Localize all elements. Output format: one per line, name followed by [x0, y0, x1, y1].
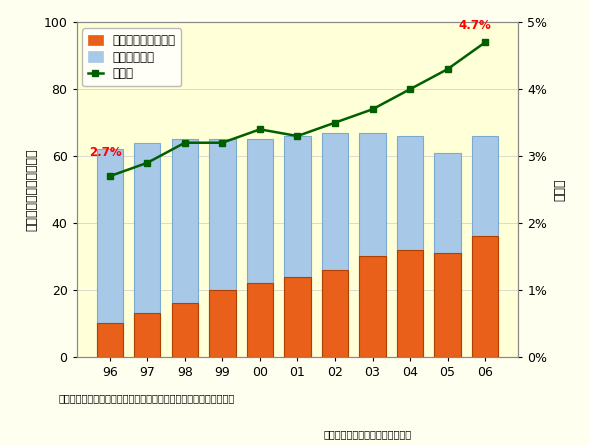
- Bar: [209, 139, 236, 357]
- Bar: [97, 149, 123, 357]
- Bar: [472, 236, 498, 357]
- Bar: [172, 139, 198, 357]
- Bar: [359, 256, 386, 357]
- Text: 4.7%: 4.7%: [459, 19, 492, 32]
- Text: 出典：総務省消防庁資料より作成: 出典：総務省消防庁資料より作成: [324, 429, 412, 439]
- Y-axis label: 救急搬送患者数（千人）: 救急搬送患者数（千人）: [25, 149, 38, 231]
- Bar: [247, 139, 273, 357]
- Y-axis label: 救命率: 救命率: [553, 178, 566, 201]
- Bar: [397, 136, 423, 357]
- Bar: [209, 290, 236, 357]
- Bar: [322, 133, 348, 357]
- Bar: [134, 314, 160, 357]
- Text: 救命率：搬送後一ヶ月後での生存者数／病院等に搬送した患者総数: 救命率：搬送後一ヶ月後での生存者数／病院等に搬送した患者総数: [59, 393, 235, 403]
- Bar: [97, 323, 123, 357]
- Bar: [284, 136, 310, 357]
- Bar: [134, 143, 160, 357]
- Legend: 市民の応急手当あり, 応急手当なし, 救命率: 市民の応急手当あり, 応急手当なし, 救命率: [82, 28, 181, 86]
- Text: 2.7%: 2.7%: [89, 146, 122, 159]
- Bar: [397, 250, 423, 357]
- Bar: [359, 133, 386, 357]
- Bar: [284, 277, 310, 357]
- Bar: [247, 283, 273, 357]
- Bar: [435, 153, 461, 357]
- Bar: [322, 270, 348, 357]
- Bar: [172, 303, 198, 357]
- Bar: [435, 253, 461, 357]
- Bar: [472, 136, 498, 357]
